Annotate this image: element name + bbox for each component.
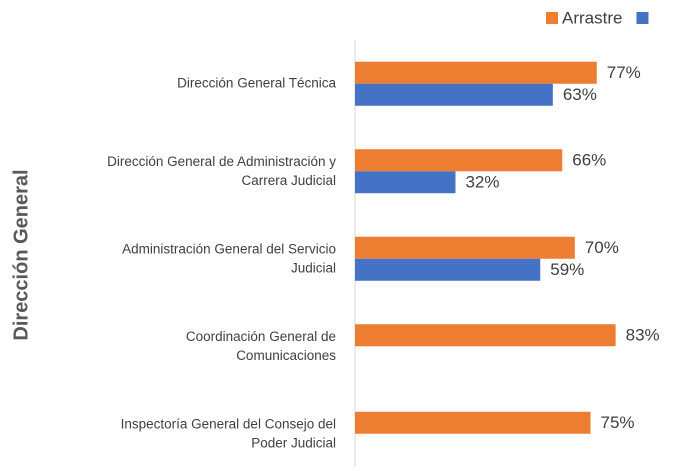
value-label: 32%	[465, 173, 499, 192]
value-label: 75%	[601, 413, 635, 432]
value-label: 70%	[585, 238, 619, 257]
y-axis-title: Dirección General	[10, 169, 32, 340]
category-label: Dirección General de Administración y Car…	[107, 153, 336, 187]
value-label: 83%	[626, 326, 660, 345]
bar	[355, 83, 553, 106]
bar	[355, 324, 616, 347]
legend-label: Arrastre	[562, 8, 622, 27]
legend-swatch	[636, 12, 649, 24]
bar	[355, 61, 597, 84]
value-label: 66%	[572, 151, 606, 170]
legend-swatch	[546, 12, 558, 24]
bar	[355, 411, 591, 434]
category-label: Coordinación General de Comunicaciones	[186, 328, 336, 362]
bar	[355, 149, 563, 172]
category-label: Administración General del Servicio Judic…	[122, 241, 336, 275]
bar	[355, 171, 456, 194]
category-label: Inspectoría General del Consejo del Poder…	[121, 416, 336, 450]
category-label: Dirección General Técnica	[177, 75, 336, 90]
value-label: 63%	[563, 85, 597, 104]
bar	[355, 258, 541, 281]
value-label: 59%	[550, 260, 584, 279]
value-label: 77%	[607, 63, 641, 82]
bar	[355, 236, 575, 259]
